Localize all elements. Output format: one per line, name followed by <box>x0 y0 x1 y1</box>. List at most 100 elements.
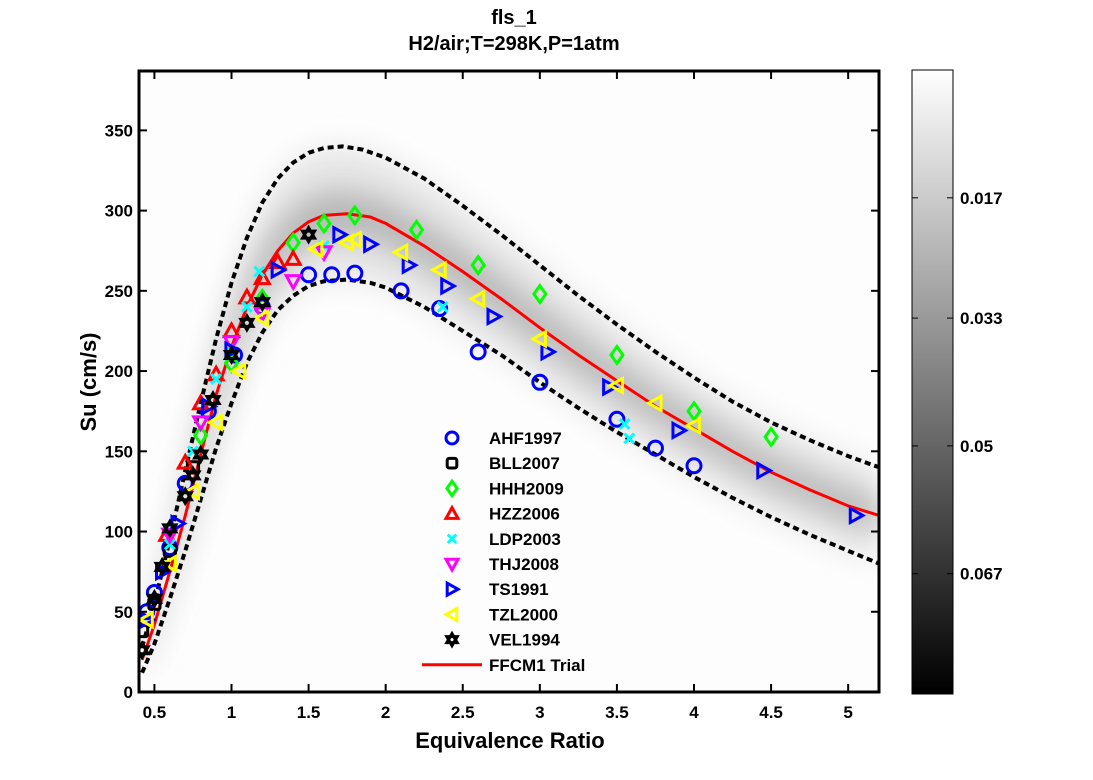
data-point-hhh2009 <box>532 283 548 306</box>
data-point-vel1994 <box>176 486 194 507</box>
data-point-tzl2000 <box>306 239 324 259</box>
lower-bound-line <box>140 277 879 674</box>
y-tick-label: 50 <box>114 603 133 622</box>
data-point-tzl2000 <box>529 329 547 349</box>
legend: AHF1997 BLL2007 HHH2009 HZZ2006 LDP2003 THJ20… <box>422 429 585 675</box>
data-point-hhh2009 <box>686 400 702 423</box>
data-point-ts1991 <box>756 461 774 481</box>
legend-label: AHF1997 <box>489 429 562 448</box>
legend-item-ts1991: TS1991 <box>445 580 549 599</box>
legend-item-tzl2000: TZL2000 <box>442 605 558 624</box>
data-point-ahf1997 <box>531 373 549 391</box>
legend-item-hhh2009: HHH2009 <box>445 478 564 499</box>
data-point-tzl2000 <box>205 412 224 432</box>
data-point-vel1994 <box>253 292 271 313</box>
data-point-tzl2000 <box>182 481 201 501</box>
data-point-ldp2003 <box>618 418 631 430</box>
data-point-ahf1997 <box>646 439 664 457</box>
data-point-hhh2009 <box>470 254 486 277</box>
y-tick-label: 350 <box>105 121 133 140</box>
y-tick-label: 250 <box>105 282 133 301</box>
legend-label: THJ2008 <box>489 555 559 574</box>
data-point-ahf1997 <box>608 410 626 428</box>
diamond-marker-icon <box>445 478 459 499</box>
data-point-ts1991 <box>332 225 350 245</box>
data-point-ahf1997 <box>392 282 410 300</box>
legend-item-hzz2006: HZZ2006 <box>443 504 560 524</box>
data-point-tzl2000 <box>390 242 409 262</box>
y-tick-label: 150 <box>105 442 133 461</box>
x-tick-label: 4.5 <box>759 703 783 722</box>
x-tick-label: 2 <box>381 703 390 722</box>
x-tick-label: 1 <box>227 703 236 722</box>
circle-marker-icon <box>444 430 460 446</box>
y-axis-label: Su (cm/s) <box>76 332 101 431</box>
chart-subtitle: H2/air;T=298K,P=1atm <box>408 33 619 55</box>
x-tick-label: 1.5 <box>297 703 321 722</box>
data-point-vel1994 <box>145 588 164 609</box>
data-point-hzz2006 <box>237 287 257 305</box>
data-point-ahf1997 <box>346 264 364 282</box>
data-point-vel1994 <box>192 444 210 465</box>
data-point-vel1994 <box>222 345 241 366</box>
data-point-ahf1997 <box>685 457 703 475</box>
data-point-thj2008 <box>283 274 303 292</box>
triangle-left-marker-icon <box>442 605 459 623</box>
data-point-vel1994 <box>238 312 256 333</box>
x-axis-label: Equivalence Ratio <box>415 728 605 753</box>
data-point-ldp2003 <box>436 300 449 313</box>
data-point-hhh2009 <box>408 218 425 241</box>
data-point-thj2008 <box>191 415 211 433</box>
colorbar-tick-label: 0.067 <box>960 565 1003 584</box>
x-tick-label: 4 <box>689 703 699 722</box>
colorbar-tick-label: 0.017 <box>960 189 1003 208</box>
legend-label: LDP2003 <box>489 530 561 549</box>
data-point-ts1991 <box>401 255 419 275</box>
data-point-ts1991 <box>270 260 288 280</box>
data-point-ldp2003 <box>240 300 253 313</box>
data-point-tzl2000 <box>252 308 270 328</box>
data-point-tzl2000 <box>468 289 486 309</box>
data-point-ahf1997 <box>469 343 487 361</box>
data-point-ts1991 <box>486 306 504 327</box>
plot-area <box>139 71 879 692</box>
data-point-tzl2000 <box>429 260 447 280</box>
data-point-tzl2000 <box>645 393 663 413</box>
legend-item-thj2008: THJ2008 <box>443 555 559 574</box>
data-point-vel1994 <box>153 556 171 577</box>
data-point-hhh2009 <box>347 204 363 227</box>
legend-label: HHH2009 <box>489 479 564 498</box>
legend-item-ahf1997: AHF1997 <box>444 429 562 448</box>
data-point-ldp2003 <box>253 265 266 278</box>
data-point-ts1991 <box>540 342 558 362</box>
ffcm1-trial-line <box>140 212 879 661</box>
data-point-ldp2003 <box>210 373 223 386</box>
data-point-hzz2006 <box>175 452 195 470</box>
data-point-ts1991 <box>440 276 458 296</box>
data-point-ahf1997 <box>431 299 449 317</box>
data-point-hhh2009 <box>192 424 209 447</box>
data-point-ts1991 <box>671 420 689 440</box>
data-point-thj2008 <box>160 527 180 545</box>
hexagram-marker-icon <box>444 630 460 649</box>
legend-item-ffcm1-trial: FFCM1 Trial <box>422 656 585 675</box>
data-point-hzz2006 <box>283 248 303 266</box>
x-tick-label: 3.5 <box>605 703 629 722</box>
colorbar-tick-label: 0.05 <box>960 437 993 456</box>
legend-label: VEL1994 <box>489 631 560 650</box>
legend-label: HZZ2006 <box>489 505 560 524</box>
x-tick-label: 2.5 <box>451 703 475 722</box>
data-point-tzl2000 <box>229 361 247 381</box>
y-tick-label: 300 <box>105 202 133 221</box>
y-tick-label: 100 <box>105 523 133 542</box>
data-point-vel1994 <box>299 224 318 245</box>
triangle-right-marker-icon <box>445 580 462 598</box>
triangle-down-marker-icon <box>443 557 461 574</box>
data-point-tzl2000 <box>606 375 625 396</box>
data-point-tzl2000 <box>344 229 362 250</box>
colorbar-tick-label: 0.033 <box>960 309 1003 328</box>
chart-title: fls_1 <box>491 7 537 29</box>
legend-label: TZL2000 <box>489 605 558 624</box>
legend-label: TS1991 <box>489 580 549 599</box>
